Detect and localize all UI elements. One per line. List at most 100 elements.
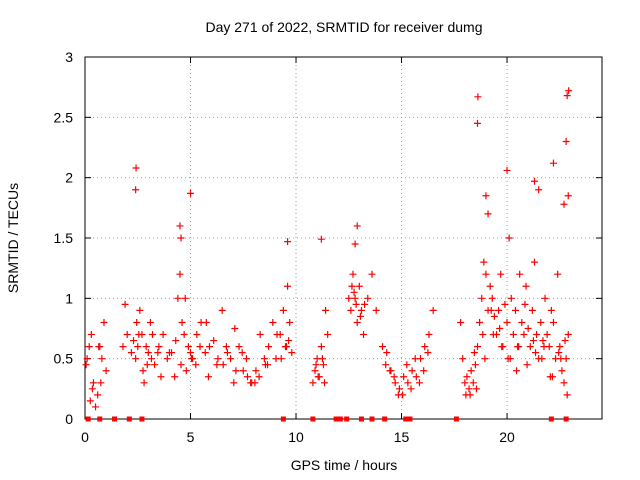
x-tick-label: 10 xyxy=(288,429,304,445)
zero-marker xyxy=(85,416,91,422)
data-point xyxy=(140,379,148,387)
data-point xyxy=(235,343,243,351)
data-point xyxy=(356,312,364,320)
data-point xyxy=(121,300,129,308)
data-point xyxy=(529,337,537,345)
data-point xyxy=(421,343,429,351)
x-tick-label: 20 xyxy=(499,429,515,445)
data-point xyxy=(523,361,531,369)
data-point xyxy=(532,349,540,357)
data-point xyxy=(412,373,420,381)
data-point xyxy=(540,343,548,351)
data-point xyxy=(86,397,94,405)
data-point xyxy=(411,355,419,363)
data-point xyxy=(202,318,210,326)
data-point xyxy=(272,355,280,363)
data-point xyxy=(218,306,226,314)
data-point xyxy=(469,379,477,387)
data-point xyxy=(177,361,185,369)
data-point xyxy=(543,331,551,339)
x-tick-label: 15 xyxy=(394,429,410,445)
y-tick-label: 1 xyxy=(65,290,73,306)
data-point xyxy=(174,294,182,302)
data-point xyxy=(520,331,528,339)
data-point xyxy=(462,391,470,399)
data-point xyxy=(213,361,221,369)
data-point xyxy=(176,270,184,278)
data-point xyxy=(232,367,240,375)
data-point xyxy=(408,367,416,375)
data-point xyxy=(503,166,511,174)
data-point xyxy=(230,379,238,387)
data-point xyxy=(554,270,562,278)
data-point xyxy=(495,306,503,314)
zero-marker xyxy=(358,416,364,422)
data-point xyxy=(516,270,524,278)
data-point xyxy=(157,373,165,381)
data-point xyxy=(285,337,293,345)
data-point xyxy=(555,349,563,357)
data-point xyxy=(144,349,152,357)
chart-title: Day 271 of 2022, SRMTID for receiver dum… xyxy=(205,19,482,35)
data-point xyxy=(391,379,399,387)
y-tick-label: 1.5 xyxy=(54,230,74,246)
data-point xyxy=(159,331,167,339)
data-point xyxy=(546,373,554,381)
data-point xyxy=(522,282,530,290)
data-point xyxy=(177,234,185,242)
data-point xyxy=(372,306,380,314)
data-point xyxy=(256,331,264,339)
zero-marker xyxy=(333,416,339,422)
data-point xyxy=(243,373,251,381)
data-point xyxy=(165,349,173,357)
data-point xyxy=(155,343,163,351)
data-point xyxy=(134,343,142,351)
data-point xyxy=(429,306,437,314)
data-point xyxy=(127,349,135,357)
data-point xyxy=(231,325,239,332)
data-point xyxy=(350,288,358,296)
data-point xyxy=(193,331,201,339)
data-point xyxy=(255,373,263,381)
data-point xyxy=(222,343,230,351)
zero-marker xyxy=(344,416,350,422)
data-point xyxy=(530,258,538,266)
data-point xyxy=(564,192,572,200)
data-point xyxy=(461,379,469,387)
data-point xyxy=(507,294,515,302)
zero-marker xyxy=(310,416,316,422)
data-point xyxy=(178,318,186,326)
data-point xyxy=(473,119,481,127)
data-point xyxy=(403,361,411,369)
y-tick-label: 2.5 xyxy=(54,109,74,125)
data-point xyxy=(484,210,492,218)
data-point xyxy=(541,294,549,302)
data-point xyxy=(513,367,521,375)
data-point xyxy=(394,391,402,399)
data-point xyxy=(557,355,565,363)
data-point xyxy=(196,343,204,351)
data-point xyxy=(322,306,330,314)
data-point xyxy=(283,343,291,351)
data-point xyxy=(353,222,361,230)
data-point xyxy=(172,337,180,345)
data-point xyxy=(132,186,140,194)
y-tick-label: 0 xyxy=(65,411,73,427)
data-point xyxy=(351,294,359,302)
data-point xyxy=(201,349,209,357)
zero-marker xyxy=(548,416,554,422)
data-point xyxy=(88,385,96,393)
data-point xyxy=(132,164,140,172)
zero-marker xyxy=(126,416,132,422)
zero-marker xyxy=(403,416,409,422)
data-point xyxy=(364,294,372,302)
zero-marker xyxy=(139,416,145,422)
data-point xyxy=(238,349,246,357)
data-point xyxy=(535,186,543,194)
data-point xyxy=(424,349,432,357)
data-point xyxy=(252,367,260,375)
data-point xyxy=(352,300,360,308)
data-point xyxy=(123,331,131,339)
data-point xyxy=(269,318,277,326)
